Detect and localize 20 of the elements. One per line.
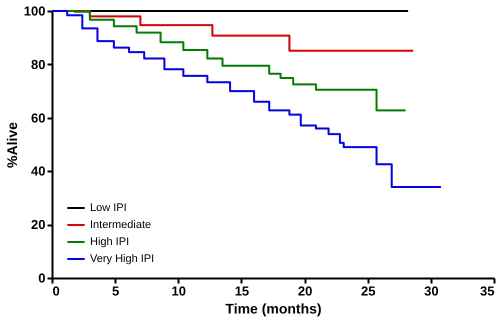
y-tick-label: 100 [24, 4, 46, 18]
legend-label: Very High IPI [90, 253, 154, 265]
y-tick-label: 80 [31, 56, 46, 72]
x-axis-title: Time (months) [225, 300, 322, 316]
y-tick-label: 0 [38, 270, 46, 286]
x-tick-label: 10 [172, 284, 186, 298]
y-tick-label: 20 [31, 217, 46, 232]
legend-label: High IPI [90, 236, 130, 248]
y-axis-title: %Alive [4, 122, 20, 168]
x-tick-label: 25 [360, 284, 376, 298]
y-tick-label: 60 [31, 110, 46, 126]
x-tick-label: 15 [234, 284, 250, 298]
x-tick-label: 30 [424, 284, 439, 298]
x-tick-label: 5 [112, 284, 120, 298]
x-tick-label: 0 [52, 284, 60, 298]
legend-label: Intermediate [90, 219, 152, 231]
x-tick-label: 35 [480, 284, 494, 298]
y-tick-label: 40 [31, 164, 46, 179]
x-tick-label: 20 [298, 284, 312, 298]
legend-label: Low IPI [90, 202, 127, 214]
